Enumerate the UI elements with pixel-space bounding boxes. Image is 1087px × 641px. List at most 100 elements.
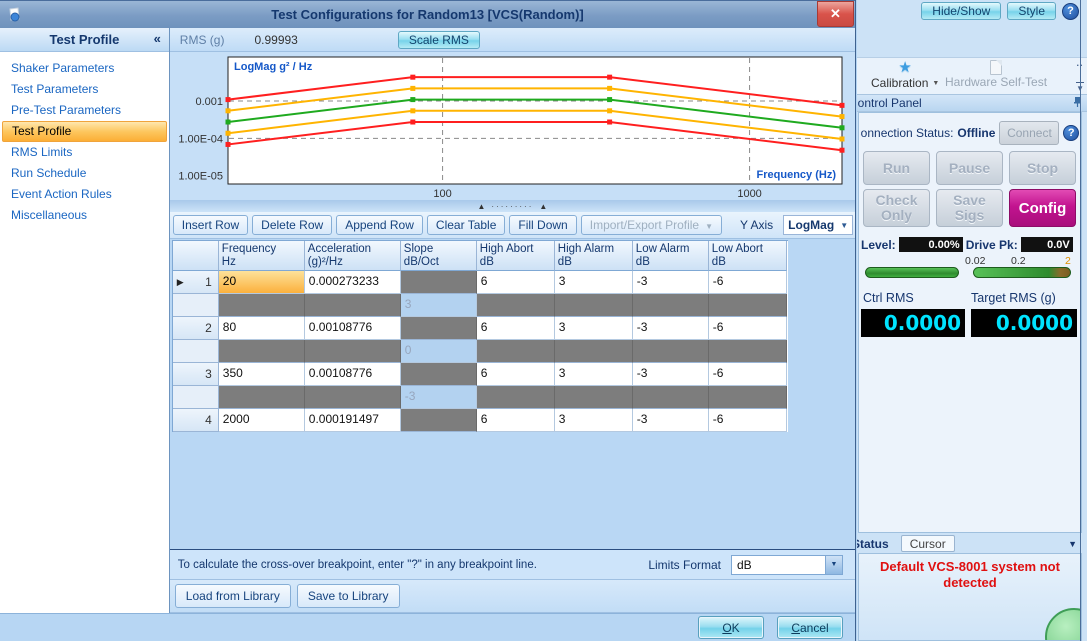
row-header[interactable]: 3	[172, 363, 219, 386]
table-cell-disabled	[632, 294, 709, 317]
config-button[interactable]: Config	[1009, 189, 1076, 227]
load-from-library-button[interactable]: Load from Library	[174, 584, 291, 608]
table-cell-slope[interactable]: 3	[400, 294, 477, 317]
save-to-library-button[interactable]: Save to Library	[296, 584, 400, 608]
table-cell-high-abort[interactable]: 6	[476, 363, 555, 386]
insert-row-button[interactable]: Insert Row	[172, 215, 249, 235]
append-row-button[interactable]: Append Row	[336, 215, 423, 235]
sidebar-item-miscellaneous[interactable]: Miscellaneous	[11, 208, 88, 222]
table-cell-disabled	[708, 386, 787, 409]
row-header[interactable]: 2	[172, 317, 219, 340]
sidebar-item-pre-test-parameters[interactable]: Pre-Test Parameters	[11, 103, 122, 117]
table-cell-low-abort[interactable]: -6	[708, 363, 787, 386]
table-cell-high-abort[interactable]: 6	[476, 271, 555, 294]
sidebar-item-test-profile[interactable]: Test Profile	[2, 121, 167, 142]
col-header-acceleration: Acceleration (g)²/Hz	[304, 241, 401, 271]
table-cell-high-alarm[interactable]: 3	[554, 409, 633, 432]
table-cell-low-alarm[interactable]: -3	[632, 363, 709, 386]
tab-status[interactable]: Status	[857, 536, 889, 551]
table-cell-disabled	[304, 294, 401, 317]
pin-icon[interactable]	[1073, 96, 1082, 111]
table-cell-frequency[interactable]: 350	[218, 363, 305, 386]
svg-text:LogMag g² / Hz: LogMag g² / Hz	[234, 61, 313, 73]
chevron-down-icon[interactable]: ▼	[825, 555, 842, 574]
calibration-button[interactable]: ★ Calibration ▼	[871, 60, 939, 91]
connection-row: Connection Status: Offline Connect ?	[860, 121, 1079, 145]
table-cell-disabled	[708, 294, 787, 317]
current-row-icon: ▶	[176, 276, 184, 287]
table-cell-acceleration[interactable]: 0.000191497	[304, 409, 401, 432]
y-axis-select[interactable]: LogMag ▼	[783, 215, 854, 235]
table-cell-low-abort[interactable]: -6	[708, 409, 787, 432]
fill-down-button[interactable]: Fill Down	[509, 215, 577, 235]
table-cell-high-alarm[interactable]: 3	[554, 363, 633, 386]
sidebar-item-event-action-rules[interactable]: Event Action Rules	[11, 187, 112, 201]
scale-rms-button[interactable]: Scale RMS	[397, 30, 480, 49]
clear-table-button[interactable]: Clear Table	[426, 215, 506, 235]
chart-zoom-strip[interactable]: ▲ ········· ▲	[169, 200, 855, 212]
chevron-down-icon: ▼	[705, 222, 714, 231]
sidebar-title: Test Profile	[49, 32, 120, 47]
style-button[interactable]: Style	[1007, 2, 1056, 20]
profile-table-area: Frequency Hz Acceleration (g)²/Hz Slope dB/…	[169, 239, 855, 549]
status-panel: Default VCS-8001 system not detected	[858, 553, 1082, 641]
table-cell-high-alarm[interactable]: 3	[554, 317, 633, 340]
sidebar-item-rms-limits[interactable]: RMS Limits	[11, 145, 73, 159]
table-cell-disabled	[632, 386, 709, 409]
save-sigs-button: Save Sigs	[936, 189, 1003, 227]
help-icon[interactable]: ?	[1062, 2, 1079, 20]
hide-show-button[interactable]: Hide/Show	[921, 2, 1002, 20]
row-header[interactable]: ▶ 1	[172, 271, 219, 294]
table-cell-high-abort[interactable]: 6	[476, 317, 555, 340]
table-cell-low-alarm[interactable]: -3	[632, 409, 709, 432]
sidebar-item-test-parameters[interactable]: Test Parameters	[11, 82, 99, 96]
help-icon[interactable]: ?	[1063, 125, 1079, 141]
cancel-button[interactable]: Cancel	[777, 616, 843, 639]
delete-row-button[interactable]: Delete Row	[252, 215, 333, 235]
drive-scale-tick: 0.02	[965, 255, 986, 267]
limits-format-select[interactable]: dB ▼	[731, 554, 843, 575]
table-cell-high-alarm[interactable]: 3	[554, 271, 633, 294]
table-cell-low-abort[interactable]: -6	[708, 271, 787, 294]
table-cell-acceleration[interactable]: 0.00108776	[304, 363, 401, 386]
table-cell-acceleration[interactable]: 0.000273233	[304, 271, 401, 294]
table-cell-disabled	[476, 340, 555, 363]
zoom-left-handle-icon[interactable]: ▲	[477, 201, 486, 211]
table-cell-low-alarm[interactable]: -3	[632, 271, 709, 294]
tab-cursor[interactable]: Cursor	[900, 535, 955, 552]
table-cell-disabled	[304, 340, 401, 363]
table-cell-slope[interactable]: -3	[400, 386, 477, 409]
table-cell-acceleration[interactable]: 0.00108776	[304, 317, 401, 340]
table-cell-frequency[interactable]: 2000	[218, 409, 305, 432]
sidebar-item-run-schedule[interactable]: Run Schedule	[11, 166, 87, 180]
calibration-label: Calibration	[871, 76, 929, 90]
chevron-down-icon[interactable]: ▼	[1068, 538, 1077, 549]
row-header	[172, 386, 219, 409]
ok-button[interactable]: OK	[698, 616, 764, 639]
table-cell-frequency[interactable]: 20	[218, 271, 305, 294]
limits-format-value: dB	[737, 557, 752, 572]
config-control-row: Check Only Save Sigs Config	[863, 189, 1076, 227]
overflow-dots-icon[interactable]: ..	[1077, 59, 1084, 68]
close-icon[interactable]: ✕	[817, 1, 854, 27]
drive-scale-tick: 0.2	[1011, 255, 1026, 267]
row-header[interactable]: 4	[172, 409, 219, 432]
table-cell-low-alarm[interactable]: -3	[632, 317, 709, 340]
table-cell-low-abort[interactable]: -6	[708, 317, 787, 340]
sidebar-item-shaker-parameters[interactable]: Shaker Parameters	[11, 61, 115, 75]
col-header-high-abort: High Abort dB	[476, 241, 555, 271]
col-header-slope: Slope dB/Oct	[400, 241, 477, 271]
table-cell-slope-disabled	[400, 271, 477, 294]
table-cell-frequency[interactable]: 80	[218, 317, 305, 340]
zoom-right-handle-icon[interactable]: ▲	[539, 201, 548, 211]
pause-button: Pause	[936, 151, 1003, 185]
table-cell-disabled	[708, 340, 787, 363]
table-cell-high-abort[interactable]: 6	[476, 409, 555, 432]
collapse-icon[interactable]: «	[153, 31, 161, 46]
zoom-range-dots-icon[interactable]: ·········	[491, 201, 534, 211]
table-cell-disabled	[554, 340, 633, 363]
run-control-row: Run Pause Stop	[863, 151, 1076, 185]
table-cell-slope[interactable]: 0	[400, 340, 477, 363]
status-tabs: Status Cursor ▼	[857, 534, 1087, 553]
table-cell-disabled	[304, 386, 401, 409]
